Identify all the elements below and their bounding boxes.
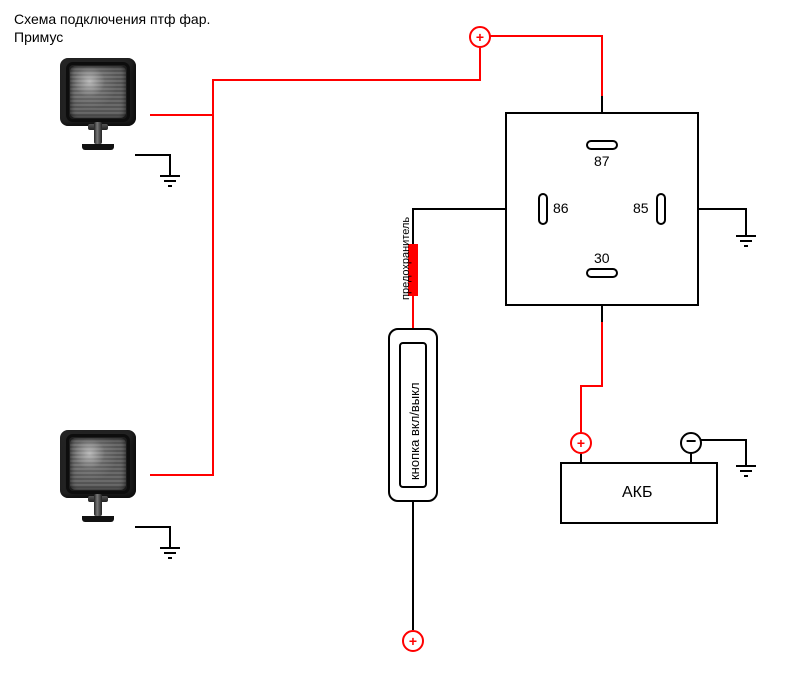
relay-pin-30: [586, 268, 618, 278]
minus-node-battery: −: [680, 432, 702, 454]
fog-lamp-top: [60, 58, 150, 148]
battery-label: АКБ: [622, 484, 653, 502]
lamp-lens: [70, 66, 126, 118]
pin-label-85: 85: [633, 200, 649, 216]
fog-lamp-bottom: [60, 430, 150, 520]
relay-pin-85: [656, 193, 666, 225]
plus-node-battery: +: [570, 432, 592, 454]
pin-label-30: 30: [594, 250, 610, 266]
plus-node-bottom: +: [402, 630, 424, 652]
lamp-body: [60, 430, 136, 498]
fuse-label: предохранитель: [400, 217, 412, 300]
pin-label-87: 87: [594, 153, 610, 169]
relay-pin-86: [538, 193, 548, 225]
lamp-body: [60, 58, 136, 126]
switch-label: кнопка вкл/выкл: [407, 382, 422, 480]
lamp-lens: [70, 438, 126, 490]
pin-label-86: 86: [553, 200, 569, 216]
relay-pin-87: [586, 140, 618, 150]
plus-node-top: +: [469, 26, 491, 48]
